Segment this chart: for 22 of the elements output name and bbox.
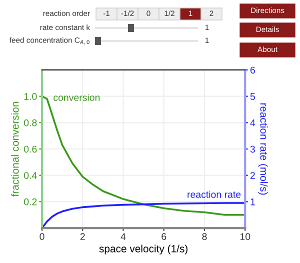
x-axis-title: space velocity (1/s) <box>99 244 188 254</box>
y2-tick-label: 3 <box>250 146 255 153</box>
series-label: reaction rate <box>188 190 241 198</box>
x-tick-label: 0 <box>40 233 44 240</box>
x-tick-label: 6 <box>162 233 166 240</box>
y-tick-label: 0.8 <box>24 119 37 126</box>
y2-tick-label: 4 <box>250 119 256 126</box>
x-tick-label: 10 <box>240 233 250 240</box>
series-label: conversion <box>54 94 100 101</box>
y2-axis-title: reaction rate (mol/s) <box>258 103 268 195</box>
y-tick-label: 0.4 <box>24 172 37 179</box>
y2-tick-label: 2 <box>250 172 255 179</box>
x-tick-label: 4 <box>120 233 126 240</box>
y-tick-label: 0.6 <box>24 146 37 153</box>
x-tick-label: 8 <box>202 233 207 240</box>
y-tick-label: 1.0 <box>24 93 37 100</box>
y-tick-label: 0.2 <box>24 198 37 206</box>
y2-tick-label: 1 <box>250 198 255 206</box>
y2-tick-label: 5 <box>250 93 255 100</box>
y-axis-title: fractional conversion <box>11 102 19 197</box>
y2-tick-label: 6 <box>250 66 255 74</box>
x-tick-label: 2 <box>80 233 85 240</box>
